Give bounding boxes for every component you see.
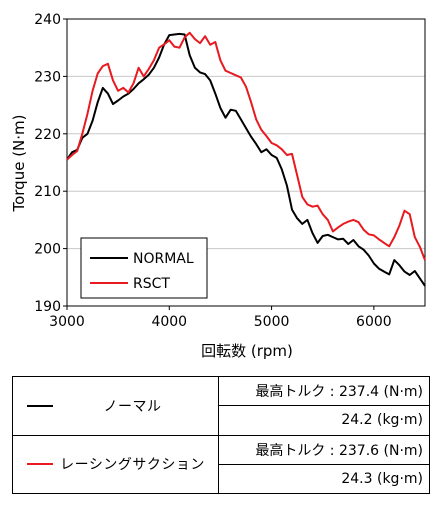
series-lines — [66, 31, 426, 287]
legend-name-normal: ノーマル — [103, 398, 162, 415]
legend-cell-rsct: レーシングサクション — [12, 434, 219, 494]
legend-label-rsct: RSCT — [133, 276, 170, 292]
line-swatch-normal — [27, 404, 53, 407]
spec-table: ノーマル 最高トルク : 237.4 (N·m) 24.2 (kg·m) レーシ… — [12, 375, 430, 495]
y-tick-label-230: 230 — [34, 69, 61, 85]
y-axis-ticks: 190 200 210 220 230 240 — [34, 12, 67, 315]
kgm-normal: 24.2 (kg·m) — [218, 405, 430, 436]
y-axis-label: Torque (N·m) — [10, 114, 28, 212]
x-tick-label-4000: 4000 — [151, 314, 187, 330]
max-torque-normal: 最高トルク : 237.4 (N·m) — [218, 375, 430, 407]
legend-name-rsct: レーシングサクション — [60, 457, 205, 474]
chart-legend: NORMAL RSCT — [80, 237, 208, 299]
line-swatch-rsct — [27, 463, 53, 466]
torque-chart: 190 200 210 220 230 240 3000 4000 5000 6000 Torq… — [10, 12, 426, 360]
kgm-rsct: 24.3 (kg·m) — [218, 463, 430, 495]
plot-area-frame — [66, 18, 426, 307]
legend-label-normal: NORMAL — [133, 251, 194, 267]
series-line-rsct — [66, 31, 426, 261]
table-row-normal: ノーマル 最高トルク : 237.4 (N·m) — [12, 375, 430, 436]
y-tick-label-220: 220 — [34, 127, 61, 143]
y-tick-label-210: 210 — [34, 184, 61, 200]
table-row-rsct: レーシングサクション 最高トルク : 237.6 (N·m) — [12, 434, 430, 494]
chart-grid — [67, 75, 425, 250]
legend-box — [80, 237, 208, 299]
table-subrow-rsct: 24.3 (kg·m) — [13, 463, 430, 495]
x-axis-label: 回転数 (rpm) — [201, 342, 293, 360]
series-line-normal — [66, 32, 426, 287]
x-tick-label-5000: 5000 — [254, 314, 290, 330]
y-tick-label-190: 190 — [34, 299, 61, 315]
legend-cell-normal: ノーマル — [12, 376, 219, 436]
y-tick-label-240: 240 — [34, 12, 61, 28]
x-axis-ticks: 3000 4000 5000 6000 — [49, 306, 392, 330]
x-tick-label-6000: 6000 — [356, 314, 392, 330]
max-torque-rsct: 最高トルク : 237.6 (N·m) — [218, 434, 430, 465]
y-tick-label-200: 200 — [34, 242, 61, 258]
x-tick-label-3000: 3000 — [49, 314, 85, 330]
